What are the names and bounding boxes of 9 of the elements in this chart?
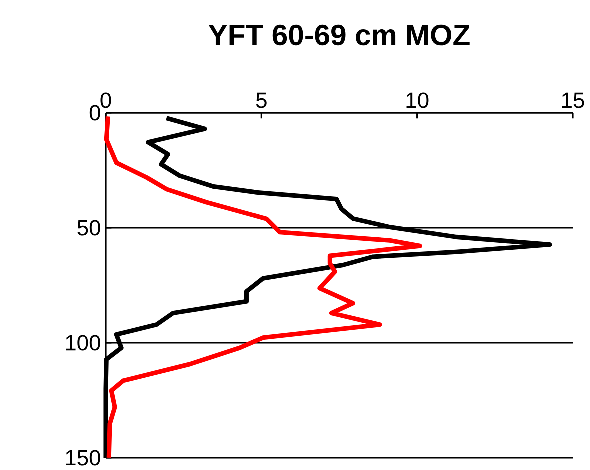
y-tick-label: 50 xyxy=(78,220,100,236)
x-tick-label: 15 xyxy=(562,92,584,108)
y-tick-label: 0 xyxy=(90,105,100,121)
y-tick-label: 150 xyxy=(66,450,100,466)
x-tick-label: 5 xyxy=(256,92,267,108)
x-tick-label: 10 xyxy=(406,92,429,108)
chart-title: YFT 60-69 cm MOZ xyxy=(208,24,470,46)
y-tick-label: 100 xyxy=(66,335,100,351)
x-tick-label: 0 xyxy=(100,92,112,108)
